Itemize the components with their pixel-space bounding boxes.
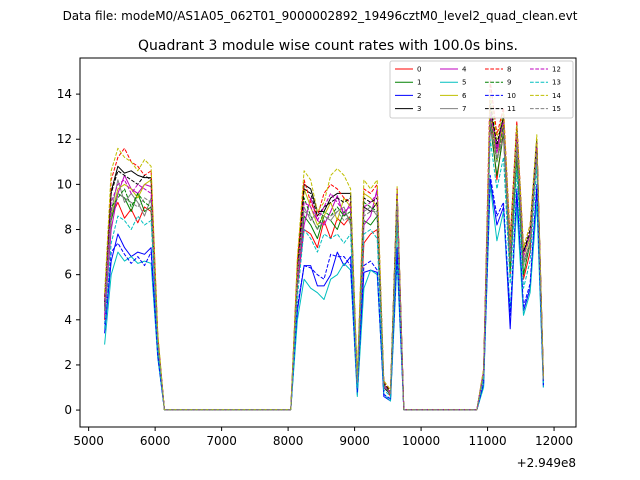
legend-label-15: 15 — [552, 105, 561, 113]
y-tick-label: 8 — [64, 223, 72, 237]
x-tick-label: 7000 — [206, 434, 237, 448]
x-tick-label: 11000 — [468, 434, 506, 448]
legend-label-0: 0 — [417, 66, 421, 74]
legend-label-7: 7 — [462, 105, 466, 113]
series-line-14 — [104, 93, 544, 411]
series-layer — [104, 80, 544, 411]
series-line-13 — [104, 138, 544, 411]
legend-label-2: 2 — [417, 92, 421, 100]
legend-label-5: 5 — [462, 79, 466, 87]
y-tick-label: 10 — [57, 177, 72, 191]
series-line-10 — [104, 174, 544, 411]
plot-frame — [79, 57, 577, 428]
legend-label-11: 11 — [507, 105, 516, 113]
legend-label-6: 6 — [462, 92, 467, 100]
axis-layer: 5000 6000 7000 8000 9000 10000 11000 12000 0 2 4 6 8… — [57, 87, 573, 448]
legend-label-10: 10 — [507, 92, 516, 100]
series-line-2 — [104, 179, 544, 411]
x-tick-label: 9000 — [339, 434, 370, 448]
series-line-15 — [104, 120, 544, 411]
y-tick-label: 0 — [64, 403, 72, 417]
y-tick-label: 6 — [64, 268, 72, 282]
x-tick-label: 8000 — [273, 434, 304, 448]
series-line-12 — [104, 111, 544, 411]
legend-label-9: 9 — [507, 79, 511, 87]
y-tick-label: 2 — [64, 358, 72, 372]
x-tick-label: 10000 — [402, 434, 440, 448]
legend-label-14: 14 — [552, 92, 561, 100]
legend-label-4: 4 — [462, 66, 467, 74]
y-tick-label: 14 — [57, 87, 72, 101]
y-tick-label: 4 — [64, 313, 72, 327]
suptitle: Data file: modeM0/AS1A05_062T01_90000028… — [63, 9, 578, 23]
legend-label-1: 1 — [417, 79, 421, 87]
legend-label-13: 13 — [552, 79, 561, 87]
chart-title: Quadrant 3 module wise count rates with … — [138, 38, 518, 54]
legend-frame — [389, 60, 574, 119]
x-tick-label: 6000 — [140, 434, 171, 448]
x-tick-label: 5000 — [73, 434, 104, 448]
legend-label-3: 3 — [417, 105, 421, 113]
legend-label-12: 12 — [552, 66, 561, 74]
legend-label-8: 8 — [507, 66, 511, 74]
x-offset-label: +2.949e8 — [517, 456, 576, 470]
y-tick-label: 12 — [57, 132, 72, 146]
x-tick-label: 12000 — [535, 434, 573, 448]
